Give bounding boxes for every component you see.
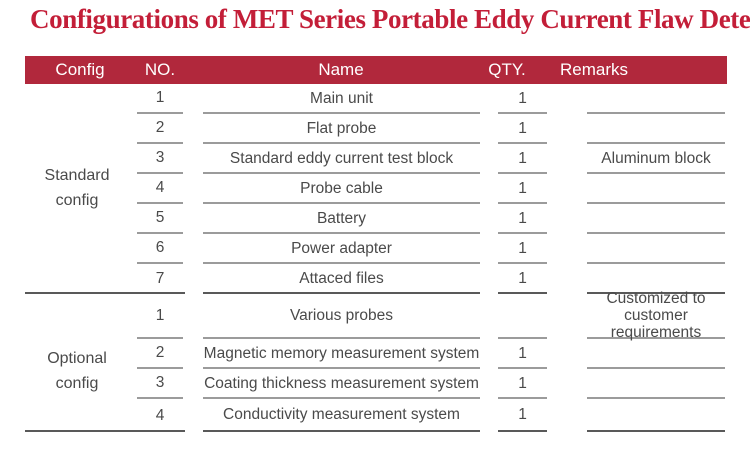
- config-column: Standard config 1 2 3 4 5 6 7: [25, 84, 185, 294]
- remarks-cell: [587, 204, 725, 234]
- header-name: Name: [318, 60, 364, 79]
- table-section: Optional config 1 2 3 4 Various probes Customi…: [25, 290, 727, 432]
- page-title: Configurations of MET Series Portable Ed…: [30, 4, 750, 34]
- table-row: Coating thickness measurement system 1: [185, 369, 725, 399]
- name-cell: Conductivity measurement system: [203, 399, 480, 432]
- name-cell: Standard eddy current test block: [203, 144, 480, 174]
- no-cell: 3: [137, 144, 183, 174]
- name-cell: Power adapter: [203, 234, 480, 264]
- header-remarks: Remarks: [560, 60, 629, 79]
- name-cell: Main unit: [203, 84, 480, 114]
- table-row: Power adapter 1: [185, 234, 725, 264]
- table-section: Standard config 1 2 3 4 5 6 7 Main unit 1 Flat pro…: [25, 84, 727, 294]
- qty-cell: 1: [498, 144, 547, 174]
- qty-cell: 1: [498, 264, 547, 294]
- name-cell: Attaced files: [203, 264, 480, 294]
- no-cell: 3: [137, 369, 183, 399]
- header-qty: QTY.: [488, 60, 526, 79]
- no-cell: 4: [137, 174, 183, 204]
- remarks-cell: [587, 264, 725, 294]
- table-row: Conductivity measurement system 1: [185, 399, 725, 432]
- name-cell: Various probes: [203, 294, 480, 339]
- config-label: Optional config: [47, 350, 107, 392]
- header-no: NO.: [144, 60, 176, 79]
- no-cell: 6: [137, 234, 183, 264]
- remarks-cell: Aluminum block: [587, 144, 725, 174]
- name-cell: Magnetic memory measurement system: [203, 339, 480, 369]
- table-row: Probe cable 1: [185, 174, 725, 204]
- qty-cell: 1: [498, 234, 547, 264]
- rows-block: Main unit 1 Flat probe 1 Standard eddy curre…: [185, 84, 725, 294]
- remarks-cell: [587, 339, 725, 369]
- remarks-cell: [587, 84, 725, 114]
- name-cell: Coating thickness measurement system: [203, 369, 480, 399]
- remarks-cell: [587, 114, 725, 144]
- rows-block: Various probes Customized to customer req…: [185, 290, 725, 432]
- table-body: Standard config 1 2 3 4 5 6 7 Main unit 1 Flat pro…: [25, 84, 727, 432]
- config-column: Optional config 1 2 3 4: [25, 294, 185, 432]
- no-cell: 7: [155, 270, 165, 287]
- qty-cell: 1: [498, 204, 547, 234]
- name-cell: Flat probe: [203, 114, 480, 144]
- qty-cell: 1: [498, 339, 547, 369]
- remarks-cell: [587, 399, 725, 432]
- no-cell: 2: [137, 339, 183, 369]
- table-row: Attaced files 1: [185, 264, 725, 294]
- qty-cell: 1: [498, 84, 547, 114]
- no-cell: 1: [137, 84, 183, 114]
- no-cell: 4: [155, 406, 165, 424]
- table-row: Various probes Customized to customer req…: [185, 290, 725, 341]
- header-config: Config: [55, 60, 105, 79]
- table-row: Flat probe 1: [185, 114, 725, 144]
- table-header-bar: Config NO. Name QTY. Remarks: [25, 56, 727, 84]
- remarks-cell: [587, 234, 725, 264]
- no-cell: 5: [137, 204, 183, 234]
- remarks-cell: [587, 174, 725, 204]
- table-row: Magnetic memory measurement system 1: [185, 339, 725, 369]
- name-cell: Battery: [203, 204, 480, 234]
- no-cell: 1: [137, 294, 183, 339]
- name-cell: Probe cable: [203, 174, 480, 204]
- table-row: Main unit 1: [185, 84, 725, 114]
- table-row: Battery 1: [185, 204, 725, 234]
- table-row: Standard eddy current test block 1 Aluminu…: [185, 144, 725, 174]
- qty-cell: [498, 294, 547, 339]
- remarks-cell: Customized to customer requirements: [587, 290, 725, 341]
- qty-cell: 1: [498, 174, 547, 204]
- remarks-cell: [587, 369, 725, 399]
- qty-cell: 1: [498, 369, 547, 399]
- no-cell: 2: [137, 114, 183, 144]
- qty-cell: 1: [498, 399, 547, 432]
- config-label: Standard config: [44, 167, 110, 209]
- qty-cell: 1: [498, 114, 547, 144]
